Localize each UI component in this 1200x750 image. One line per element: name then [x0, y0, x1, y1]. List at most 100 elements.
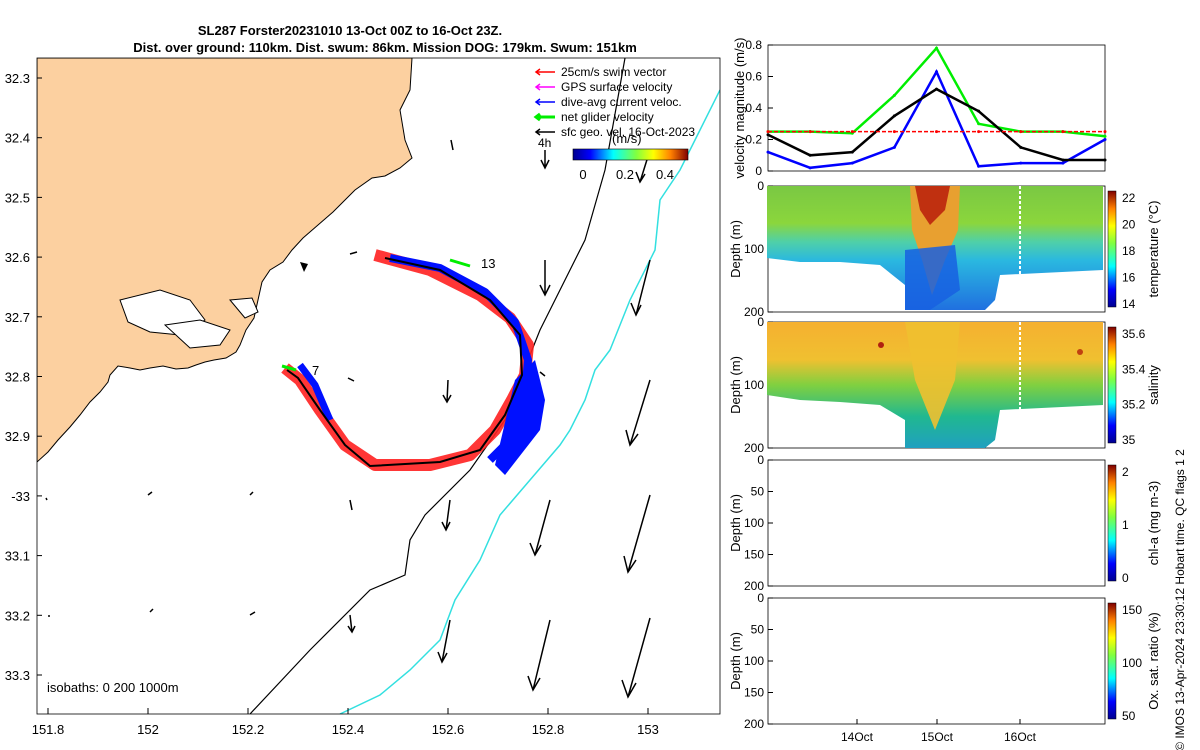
isobath-200 [249, 58, 626, 714]
track-label-7: 7 [312, 363, 319, 378]
depth-tick: 100 [744, 242, 764, 256]
velocity-point [1061, 158, 1065, 162]
map-xtick-label: 152.2 [232, 722, 265, 737]
map-ytick-label: 32.9 [5, 429, 30, 444]
map-xtick-label: 153 [637, 722, 659, 737]
map-ytick-label: 32.6 [5, 250, 30, 265]
salinity-section [767, 322, 1103, 448]
colorbar-tick: 16 [1122, 271, 1136, 285]
velocity-point [1019, 130, 1023, 134]
map-y-axis: 32.3 32.4 32.5 32.6 32.7 32.8 32.9 -33 33.1 33.2 3… [5, 71, 42, 683]
velocity-point [766, 133, 770, 137]
velocity-point [1019, 145, 1023, 149]
velocity-point [808, 166, 812, 170]
colorbar-tick: 22 [1122, 191, 1136, 205]
velocity-point [977, 164, 981, 168]
velocity-point [850, 130, 854, 134]
depth-tick: 150 [744, 548, 764, 562]
velocity-point [1103, 130, 1107, 134]
depth-tick: 0 [757, 315, 764, 329]
velocity-point [935, 130, 938, 134]
colorbar-label-salinity: salinity [1146, 365, 1161, 405]
depth-tick: 150 [744, 686, 764, 700]
colorbar-tick: 18 [1122, 244, 1136, 258]
velocity-point [892, 130, 896, 134]
map-xtick-label: 152 [137, 722, 159, 737]
depth-tick: 100 [744, 378, 764, 392]
footer-credit: © IMOS 13-Apr-2024 23:30:12 Hobart time.… [1173, 449, 1187, 750]
map-xtick-label: 152.4 [332, 722, 365, 737]
colorbar-temperature [1107, 190, 1117, 308]
speed-colorbar [572, 148, 689, 161]
legend-label-1: GPS surface velocity [561, 80, 672, 94]
depth-tick: 50 [751, 623, 765, 637]
depth-tick: 50 [751, 485, 765, 499]
depth-label: Depth (m) [728, 356, 743, 414]
colorbar-tick: 35 [1122, 433, 1136, 447]
depth-label: Depth (m) [728, 220, 743, 278]
velocity-ylabel: velocity magnitude (m/s) [732, 38, 747, 179]
colorbar-tick: 100 [1122, 656, 1142, 670]
time-tick: 14Oct [841, 730, 874, 744]
velocity-point [935, 87, 938, 91]
depth-tick: 200 [744, 579, 764, 593]
map-ytick-label: 33.3 [5, 668, 30, 683]
temperature-section [767, 186, 1103, 310]
colorbar-tick: 20 [1122, 218, 1136, 232]
map-panel: 13 7 isobaths: 0 200 1000m [37, 58, 720, 714]
velocity-point [977, 109, 981, 113]
depth-label: Depth (m) [728, 632, 743, 690]
velocity-point [1103, 138, 1107, 141]
cbar-tick-0: 0 [579, 167, 586, 182]
geo-velocity-arrows [45, 139, 651, 699]
depth-label: Depth (m) [728, 494, 743, 552]
velocity-ytick: 0.2 [745, 133, 762, 147]
legend-label-4: sfc geo. vel. 16-Oct-2023 [561, 125, 695, 139]
map-ytick-label: 33.1 [5, 549, 30, 564]
map-ytick-label: -33 [11, 489, 30, 504]
map-x-axis: 151.8 152 152.2 152.4 152.6 152.8 153 [32, 708, 659, 737]
section-panel-chl-a: 0 50 100 150 200 Depth (m) 2 1 0 chl-a (mg m-3) [728, 453, 1161, 593]
colorbar-oxygen [1107, 602, 1117, 720]
legend-label-3: net glider velocity [561, 110, 654, 124]
map-xtick-label: 151.8 [32, 722, 65, 737]
map-xtick-label: 152.8 [532, 722, 565, 737]
depth-tick: 100 [744, 654, 764, 668]
depth-tick: 200 [744, 717, 764, 731]
map-ytick-label: 33.2 [5, 608, 30, 623]
velocity-ytick: 0.4 [745, 101, 762, 115]
glider-track [286, 257, 524, 468]
track-label-13: 13 [481, 256, 495, 271]
colorbar-tick: 50 [1122, 709, 1136, 723]
depth-tick: 0 [757, 179, 764, 193]
map-ytick-label: 32.3 [5, 71, 30, 86]
velocity-point [850, 161, 854, 165]
velocity-point [766, 150, 770, 154]
land-mass [37, 58, 413, 463]
velocity-point [892, 145, 896, 149]
cbar-tick-0.2: 0.2 [616, 167, 634, 182]
colorbar-tick: 35.4 [1122, 362, 1146, 376]
velocity-point [1103, 158, 1107, 162]
velocity-point [892, 114, 896, 118]
legend-4h: 4h [538, 136, 551, 150]
isobaths-note: isobaths: 0 200 1000m [47, 680, 179, 695]
velocity-point [935, 70, 938, 74]
velocity-panel: 0.8 0.6 0.4 0.2 0 velocity magnitude (m/s) [732, 38, 1107, 179]
depth-tick: 200 [744, 305, 764, 319]
colorbar-tick: 35.6 [1122, 327, 1146, 341]
map-xtick-label: 152.6 [432, 722, 465, 737]
velocity-point [808, 130, 812, 134]
colorbar-salinity [1107, 326, 1117, 444]
colorbar-tick: 150 [1122, 603, 1142, 617]
title-line-2: Dist. over ground: 110km. Dist. swum: 86… [133, 40, 637, 55]
velocity-point [850, 150, 854, 154]
legend-label-0: 25cm/s swim vector [561, 65, 666, 79]
colorbar-tick: 14 [1122, 297, 1136, 311]
colorbar-chl-a [1107, 464, 1117, 582]
map-ytick-label: 32.4 [5, 131, 30, 146]
colorbar-label-oxygen: Ox. sat. ratio (%) [1146, 612, 1161, 710]
velocity-point [935, 46, 938, 50]
